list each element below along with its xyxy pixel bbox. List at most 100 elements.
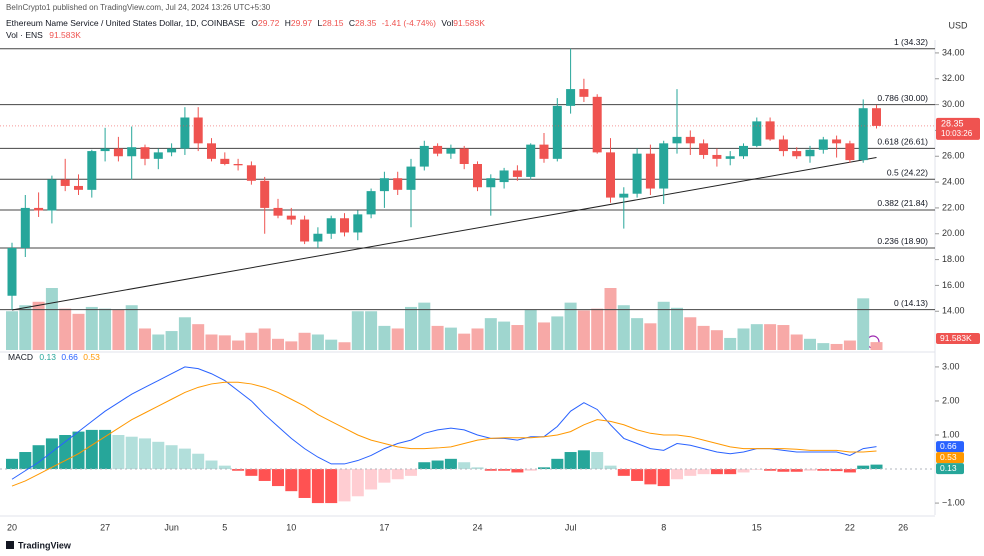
ohlc-key: H xyxy=(285,18,291,28)
macd-badge-label: 0.13 xyxy=(940,463,957,473)
volume-bar xyxy=(258,328,271,350)
trendline xyxy=(11,157,877,311)
volume-bar xyxy=(551,316,564,350)
macd-bar xyxy=(311,469,324,504)
volume-bar xyxy=(378,325,391,350)
macd-bar xyxy=(710,469,723,475)
volume-bar xyxy=(538,322,550,350)
volume-bar xyxy=(99,308,112,350)
candle-body xyxy=(765,121,775,140)
macd-bar xyxy=(351,469,364,497)
candle-body xyxy=(273,207,283,216)
macd-legend: MACD 0.13 0.66 0.53 xyxy=(8,352,100,362)
ohlc-value: 29.72 xyxy=(258,18,280,28)
volume-bar xyxy=(178,317,191,350)
change: -1.41 (-4.74%) xyxy=(382,18,436,28)
candle-body xyxy=(486,178,496,188)
volume-bars xyxy=(6,288,883,350)
x-tick-label: 24 xyxy=(472,522,482,532)
macd-bar xyxy=(724,469,737,475)
macd-bar xyxy=(338,469,351,502)
macd-bar xyxy=(99,429,112,470)
y-tick-label: 20.00 xyxy=(942,228,965,238)
x-tick-label: 22 xyxy=(845,522,855,532)
macd-bar xyxy=(431,460,444,470)
volume-bar xyxy=(311,334,324,350)
candle-body xyxy=(406,166,416,190)
candle-body xyxy=(526,144,536,177)
candle-body xyxy=(140,147,150,159)
y-tick-label: 30.00 xyxy=(942,99,965,109)
tv-logo: TradingView xyxy=(6,540,72,550)
candle-body xyxy=(539,144,549,159)
candle-body xyxy=(792,151,802,157)
candle-body xyxy=(340,218,349,233)
macd-bar xyxy=(458,462,471,470)
candle-body xyxy=(872,108,881,126)
macd-histogram xyxy=(6,429,883,504)
y-tick-label: 26.00 xyxy=(942,151,965,161)
volume-bar xyxy=(577,310,590,350)
candle-body xyxy=(326,218,336,234)
candle-body xyxy=(286,215,296,220)
macd-hist-value: 0.13 xyxy=(39,352,56,362)
y-tick-label: 3.00 xyxy=(942,361,960,371)
macd-bar xyxy=(671,469,683,480)
macd-bar xyxy=(298,469,311,498)
volume-bar xyxy=(139,328,151,350)
candle-body xyxy=(207,143,216,159)
macd-line-value: 0.66 xyxy=(61,352,78,362)
candle-body xyxy=(153,152,163,159)
candle-body xyxy=(300,219,310,242)
macd-bar xyxy=(591,452,604,470)
volume-bar xyxy=(657,301,670,350)
x-tick-label: 26 xyxy=(898,522,908,532)
volume-bar xyxy=(870,342,883,350)
candle-body xyxy=(233,164,243,166)
volume-bar xyxy=(32,301,45,350)
candle-body xyxy=(672,136,682,144)
volume-bar xyxy=(471,328,484,350)
macd-bar xyxy=(631,469,644,481)
volume-bar xyxy=(710,330,723,350)
macd-bar xyxy=(804,469,816,471)
candle-body xyxy=(778,139,788,152)
candle-body xyxy=(419,145,429,167)
x-tick-label: 17 xyxy=(379,522,389,532)
volume-bar xyxy=(631,318,644,350)
macd-bar xyxy=(524,469,537,471)
volume-bar xyxy=(45,288,58,350)
volume-bar xyxy=(125,305,138,350)
macd-badge-label: 0.53 xyxy=(940,452,957,462)
macd-signal-value: 0.53 xyxy=(83,352,100,362)
macd-bar xyxy=(232,469,245,471)
x-tick-label: 20 xyxy=(7,522,17,532)
macd-bar xyxy=(19,452,32,470)
x-tick-label: 27 xyxy=(100,522,110,532)
macd-bar xyxy=(405,469,417,476)
legend-line: Ethereum Name Service / United States Do… xyxy=(6,18,485,28)
macd-bar xyxy=(644,469,657,485)
volume-bar xyxy=(418,302,431,350)
volume-bar xyxy=(405,306,417,350)
macd-bar xyxy=(817,469,830,471)
volume-bar xyxy=(804,338,816,350)
volume-bar xyxy=(232,340,245,350)
fib-label: 0.5 (24.22) xyxy=(887,167,928,177)
macd-bar xyxy=(790,469,803,472)
currency: USD xyxy=(948,20,968,30)
volume-bar xyxy=(431,325,444,350)
candle-body xyxy=(499,170,509,183)
volume-bar xyxy=(817,343,830,350)
y-tick-label: −1.00 xyxy=(942,497,965,507)
y-tick-label: 1.00 xyxy=(942,429,960,439)
y-tick-label: 14.00 xyxy=(942,306,965,316)
candle-body xyxy=(353,214,363,233)
macd-bar xyxy=(498,469,511,471)
macd-badge xyxy=(936,441,964,453)
candle-body xyxy=(566,89,576,106)
candle-body xyxy=(366,191,376,215)
x-tick-label: 15 xyxy=(752,522,762,532)
candle-body xyxy=(260,180,270,208)
